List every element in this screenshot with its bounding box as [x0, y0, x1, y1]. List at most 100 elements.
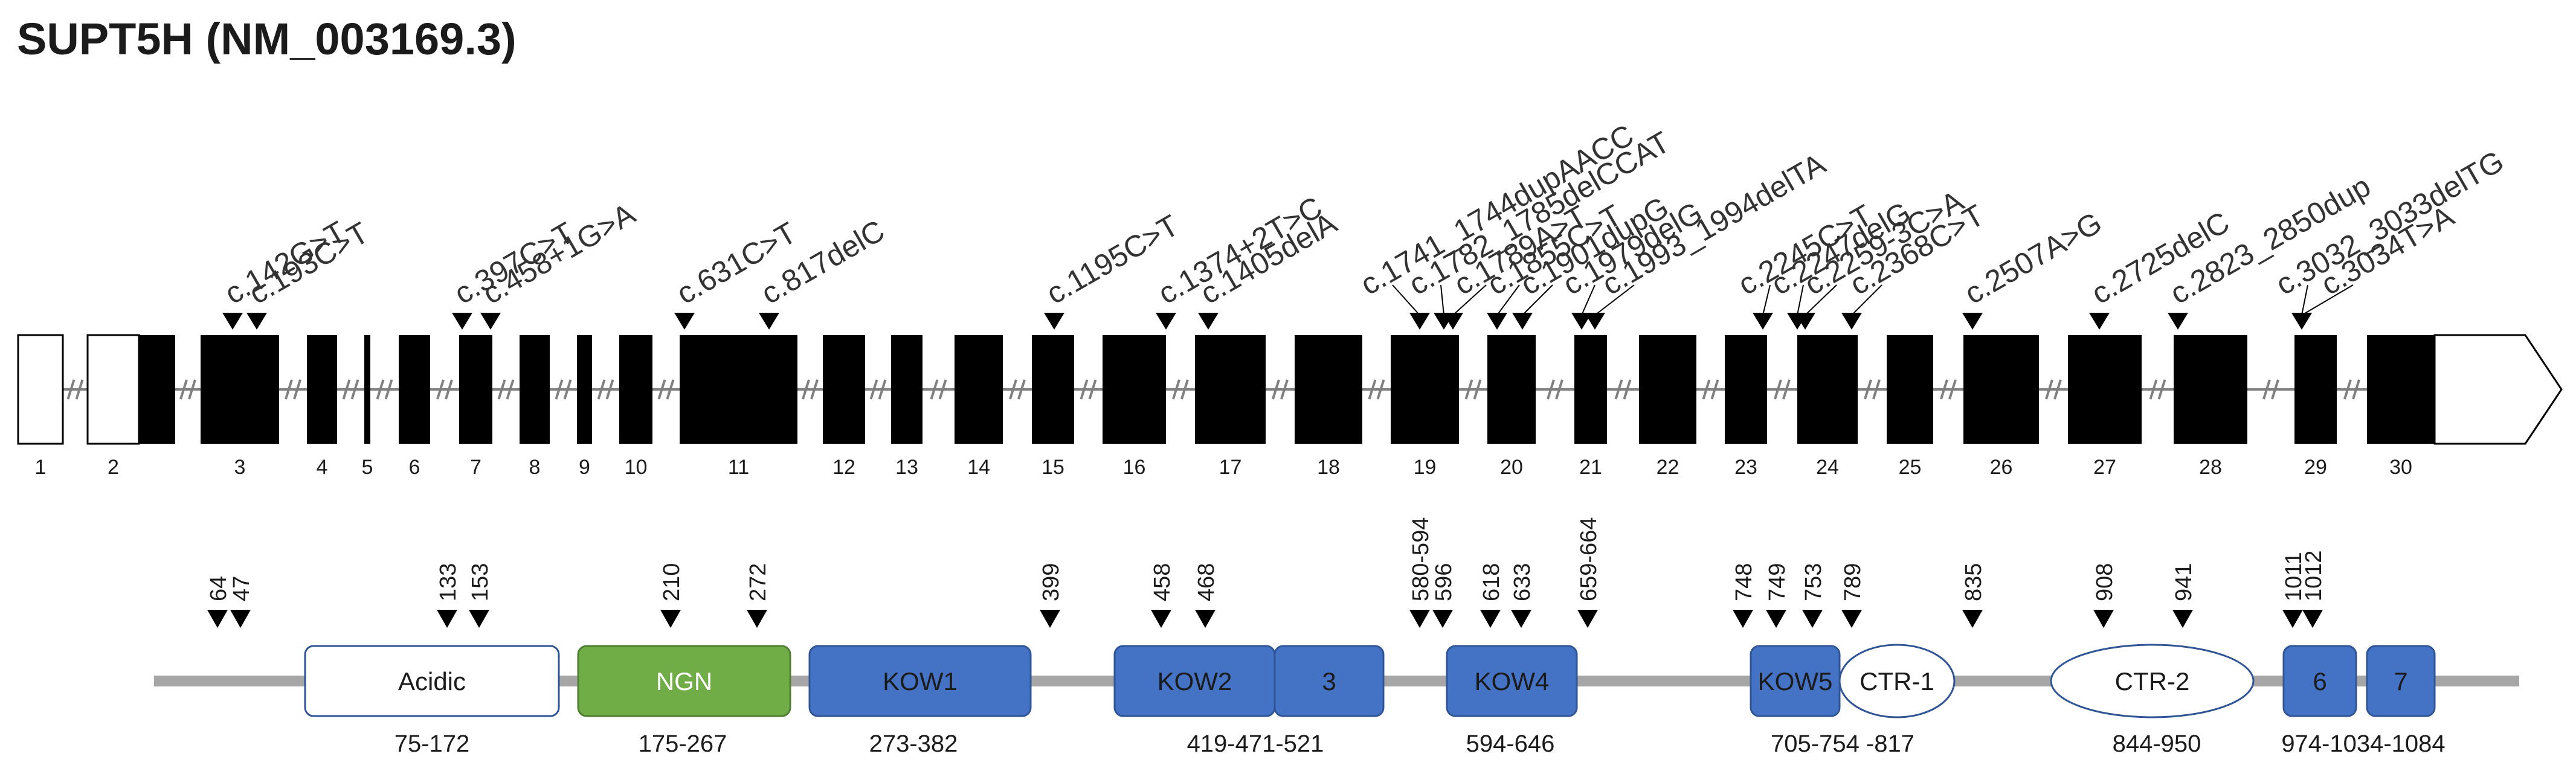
- protein-position-label: 596: [1431, 563, 1457, 601]
- intron-break-mark: [1368, 379, 1377, 400]
- protein-position-marker: [2282, 610, 2303, 628]
- domain-label: CTR-2: [2115, 667, 2190, 696]
- intron-break-mark: [1172, 379, 1180, 400]
- mutation-leader-line: [1581, 284, 1596, 316]
- intron-break-mark: [1088, 379, 1097, 400]
- exon-14: [955, 335, 1003, 444]
- protein-position-marker: [1962, 610, 1983, 628]
- exon-6: [399, 335, 430, 444]
- exon-number: 12: [832, 456, 855, 479]
- exon-number: 28: [2199, 456, 2222, 479]
- mutation-marker: [2168, 313, 2188, 330]
- protein-position-marker: [1841, 610, 1862, 628]
- protein-position-label: 458: [1150, 563, 1175, 601]
- exon-number: 11: [728, 456, 749, 479]
- domain-range-label: 175-267: [639, 731, 727, 757]
- domain-range-label: 844-950: [2113, 731, 2201, 757]
- mutation-marker: [1156, 313, 1176, 330]
- protein-position-label: 64: [206, 576, 231, 601]
- protein-position-label: 133: [436, 563, 461, 601]
- intron-break-mark: [1473, 379, 1482, 400]
- intron-break-mark: [1782, 379, 1791, 400]
- protein-position-marker: [207, 610, 228, 628]
- exon-26: [1963, 335, 2039, 444]
- mutation-leader-line: [1392, 284, 1420, 316]
- exon-30-utr-arrow: [2433, 334, 2563, 445]
- exon-3: [201, 335, 279, 444]
- exon-24: [1797, 335, 1858, 444]
- domain-label: 3: [1322, 667, 1336, 696]
- mutation-leader-line: [1440, 284, 1444, 316]
- exon-5: [364, 335, 370, 444]
- exon-number: 30: [2389, 456, 2412, 479]
- exon-4: [307, 335, 337, 444]
- mutation-marker: [759, 313, 779, 330]
- mutation-leader-line: [1522, 284, 1553, 316]
- mutation-marker: [674, 313, 695, 330]
- mutation-leader-line: [2301, 284, 2354, 316]
- domain-label: KOW1: [883, 667, 958, 696]
- exon-number: 15: [1042, 456, 1064, 479]
- protein-position-marker: [1151, 610, 1171, 628]
- exon-number: 16: [1123, 456, 1146, 479]
- protein-position-label: 749: [1765, 563, 1790, 601]
- protein-position-marker: [437, 610, 457, 628]
- mutation-leader-line: [1797, 284, 1804, 316]
- exon-number: 6: [409, 456, 420, 479]
- intron-break-mark: [1009, 379, 1017, 400]
- intron-break-mark: [285, 379, 293, 400]
- protein-position-marker: [2172, 610, 2193, 628]
- intron-break-mark: [2053, 379, 2062, 400]
- mutation-leader-line: [1452, 284, 1487, 316]
- mutation-marker: [2089, 313, 2110, 330]
- protein-position-marker: [1577, 610, 1598, 628]
- protein-position-label: 1011: [2281, 552, 2307, 601]
- exon-segment: [139, 335, 175, 444]
- intron-break-mark: [75, 379, 84, 400]
- mutation-leader-line: [1496, 284, 1520, 316]
- intron-break-mark: [436, 379, 445, 400]
- domain-label: KOW4: [1475, 667, 1550, 696]
- protein-position-marker: [1802, 610, 1823, 628]
- domain-label: 7: [2394, 667, 2407, 696]
- intron-break-mark: [1710, 379, 1719, 400]
- exon-number: 27: [2093, 456, 2116, 479]
- protein-position-marker: [1733, 610, 1753, 628]
- mutation-marker: [1443, 313, 1463, 330]
- mutation-marker: [1841, 313, 1862, 330]
- exon-number: 22: [1657, 456, 1679, 479]
- intron-break-mark: [1774, 379, 1782, 400]
- exon-22: [1639, 335, 1696, 444]
- protein-position-marker: [1511, 610, 1531, 628]
- exon-9: [577, 335, 592, 444]
- intron-break-mark: [869, 379, 878, 400]
- exon-number: 25: [1899, 456, 1922, 479]
- intron-break-mark: [930, 379, 939, 400]
- protein-position-label: 633: [1510, 563, 1535, 601]
- exon-number: 29: [2304, 456, 2327, 479]
- domain-acidic: [304, 645, 560, 717]
- mutation-marker: [1198, 313, 1219, 330]
- mutation-marker: [2291, 313, 2312, 330]
- mutation-leader-line: [1762, 284, 1771, 316]
- intron-break-mark: [384, 379, 393, 400]
- intron-break-mark: [1280, 379, 1289, 400]
- intron-break-mark: [342, 379, 351, 400]
- protein-position-marker: [1480, 610, 1501, 628]
- intron-break-mark: [1272, 379, 1280, 400]
- intron-break-mark: [1872, 379, 1881, 400]
- intron-break-mark: [666, 379, 675, 400]
- protein-position-marker: [1766, 610, 1786, 628]
- intron-break-mark: [350, 379, 359, 400]
- intron-break-mark: [2271, 379, 2279, 400]
- intron-break-mark: [179, 379, 188, 400]
- mutation-marker: [480, 313, 501, 330]
- exon-number: 8: [529, 456, 541, 479]
- protein-position-label: 153: [468, 563, 493, 601]
- protein-structure: Acidic NGN KOW1 KOW2 3 KOW4 KOW5 CTR-1 CTR-2 6 7 75…: [154, 517, 2519, 757]
- protein-position-label: 789: [1840, 563, 1866, 601]
- protein-position-label: 47: [229, 576, 254, 601]
- domain-label: CTR-1: [1860, 667, 1934, 696]
- mutation-labels: c.142G>Tc.193C>T c.397C>Tc.458+1G>A c.631C…: [219, 118, 2510, 330]
- intron-break-mark: [1614, 379, 1623, 400]
